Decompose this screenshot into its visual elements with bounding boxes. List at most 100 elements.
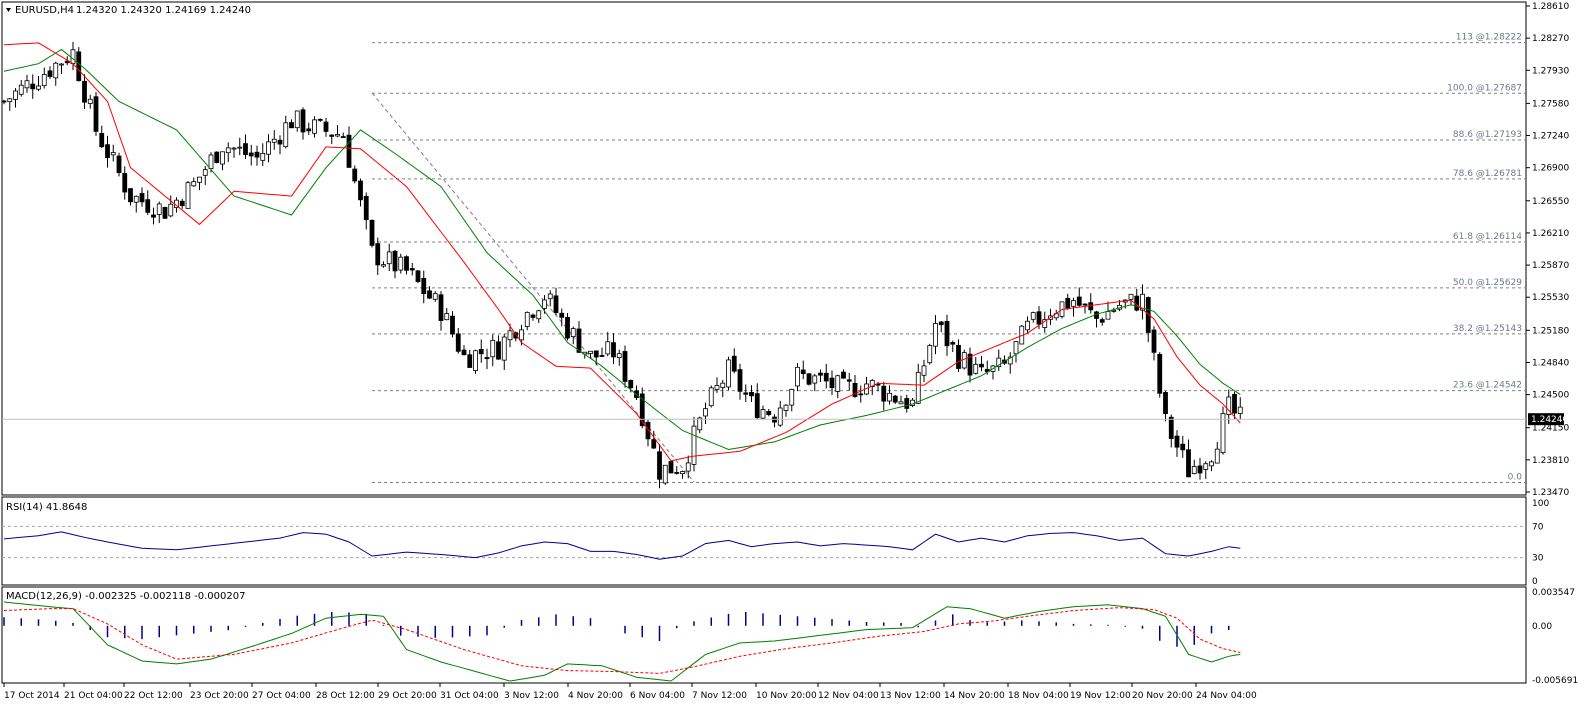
candle [473,349,478,374]
candle [703,402,708,425]
price-panel[interactable]: 113 @1.28222 100.0 @1.27687 88.6 @1.27193 7… [1,1,1569,498]
candle-body [915,371,921,404]
candle [76,47,82,82]
candle [967,347,973,383]
candle [133,195,139,213]
candle [294,110,300,132]
candle [726,356,731,391]
candle [197,176,202,191]
candle-body [956,344,961,369]
candle-body [691,425,697,465]
candle-body [271,138,277,143]
candle [599,347,605,358]
candle-body [369,219,375,246]
candle-body [714,385,720,390]
candle [1232,391,1237,420]
candle-body [404,256,409,271]
candle [501,333,507,371]
candle [455,327,461,354]
candle-body [858,393,864,396]
time-tick-label: 21 Oct 04:00 [64,691,123,701]
candle [116,152,122,177]
candle [1007,352,1013,374]
candle-body [467,354,473,368]
candle [513,331,519,342]
candle [99,125,105,149]
candle-body [415,270,421,282]
candle-body [835,375,841,392]
candle-body [1071,300,1076,307]
candle-body [743,392,749,395]
candle-body [47,70,53,77]
candle [398,253,404,274]
rsi-panel[interactable]: RSI(14) 41.8648 100 70 30 0 [1,496,1549,587]
ma-fast-line [3,42,1241,462]
candle [777,400,783,427]
macd-tick-label: 0.00 [1532,622,1552,632]
candle [191,177,197,187]
price-tick-label: 1.26550 [1532,197,1569,207]
candle [277,135,283,155]
candle-body [766,411,772,415]
candle-body [139,193,145,203]
candle-body [312,119,317,134]
candle-body [231,147,237,150]
candle-body [225,147,231,154]
candle [1157,352,1163,398]
candle-body [438,294,444,321]
time-tick-label: 31 Oct 04:00 [440,691,499,701]
candle-body [1203,463,1209,470]
macd-panel[interactable]: MACD(12,26,9) -0.002325 -0.002118 -0.000… [1,586,1578,686]
candle-body [996,357,1002,368]
candle-body [254,151,260,158]
price-tick-label: 1.24840 [1532,358,1569,368]
rsi-plot [2,525,1526,560]
candle-body [1013,341,1019,355]
candle-body [156,203,162,215]
candle-body [783,404,789,411]
candle-body [1214,448,1220,464]
candle-body [881,385,887,402]
candle [933,315,938,355]
price-tick-label: 1.28270 [1532,34,1569,44]
candle-body [202,169,208,176]
rsi-axis: 100 70 30 0 [1532,499,1549,587]
candle [122,166,128,200]
candle-body [461,349,467,356]
candle [386,243,392,272]
time-tick-label: 10 Nov 20:00 [756,691,817,701]
candle-body [726,359,731,388]
candle [835,374,841,399]
candle [588,350,593,359]
candle [657,443,662,489]
candle-body [1007,356,1013,365]
candle-body [283,122,289,148]
candle-body [1036,311,1042,325]
candle-body [1232,394,1237,414]
candle-body [13,90,18,100]
candle [369,219,375,248]
candle [421,270,427,304]
candle [444,307,450,321]
candle-body [455,333,461,352]
price-tick-label: 1.25530 [1532,293,1569,303]
candle [1013,341,1019,363]
candle-body [795,366,800,387]
candle-body [657,451,662,480]
candle-body [386,251,392,265]
candle [507,323,513,348]
candle-body [1105,311,1111,320]
time-tick-label: 12 Nov 04:00 [818,691,879,701]
fib-level-label: 113 @1.28222 [1456,33,1522,43]
dropdown-triangle-icon[interactable] [6,8,11,12]
candle [576,321,582,354]
candle [938,320,944,333]
candle-body [777,407,783,426]
candle-body [933,323,938,347]
candle-body [478,349,484,355]
fib-level-label: 50.0 @1.25629 [1453,278,1522,288]
candle [731,348,737,374]
candle-body [1025,320,1030,331]
candle-body [128,188,133,203]
